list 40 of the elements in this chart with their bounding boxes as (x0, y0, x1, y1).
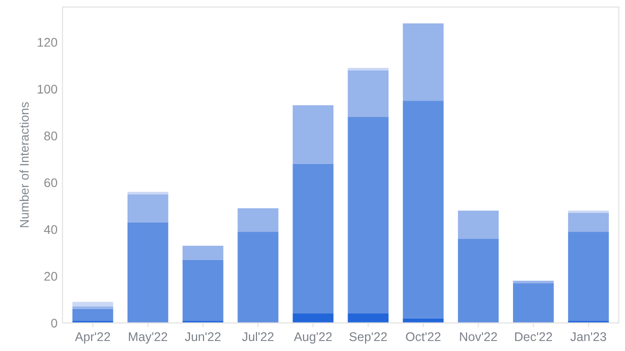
bar (72, 308, 114, 321)
x-tick-label: Dec'22 (515, 332, 552, 342)
y-tick-label: 100 (38, 84, 58, 94)
bar (292, 164, 334, 314)
bar (402, 100, 444, 318)
x-tick-label: May'22 (128, 332, 168, 344)
x-tick-label: Nov'22 (460, 332, 497, 342)
x-tick-label: Sep'22 (349, 332, 387, 344)
bar (127, 222, 168, 323)
y-tick-label: 60 (44, 178, 58, 188)
bar (458, 210, 499, 239)
bar (182, 246, 224, 260)
x-tick-label: Oct'22 (406, 332, 440, 342)
bar (72, 302, 114, 307)
bar (292, 105, 334, 164)
y-tick-label: 40 (44, 225, 58, 234)
bar (292, 314, 334, 323)
bar (568, 212, 609, 232)
bar (402, 23, 444, 101)
y-tick-label: 120 (38, 38, 58, 47)
x-tick-label: Apr'22 (74, 332, 110, 344)
bar (568, 232, 609, 321)
bar (238, 208, 278, 232)
bar (127, 194, 168, 222)
bar (348, 70, 389, 117)
bar (458, 238, 499, 323)
bar (513, 283, 554, 323)
bar (238, 232, 278, 323)
x-tick-label: Jan'23 (570, 332, 606, 342)
bar (182, 260, 224, 321)
x-tick-label: Jul'22 (242, 332, 274, 342)
y-tick-label: 20 (44, 272, 58, 281)
x-tick-label: Aug'22 (294, 332, 332, 344)
bar (348, 117, 389, 314)
bar (402, 318, 444, 323)
y-tick-label: 0 (51, 318, 58, 328)
bar (348, 314, 389, 323)
y-tick-label: 80 (44, 132, 58, 140)
y-axis-title: Number of Interactions (20, 102, 29, 228)
x-tick-label: Jun'22 (184, 332, 221, 342)
